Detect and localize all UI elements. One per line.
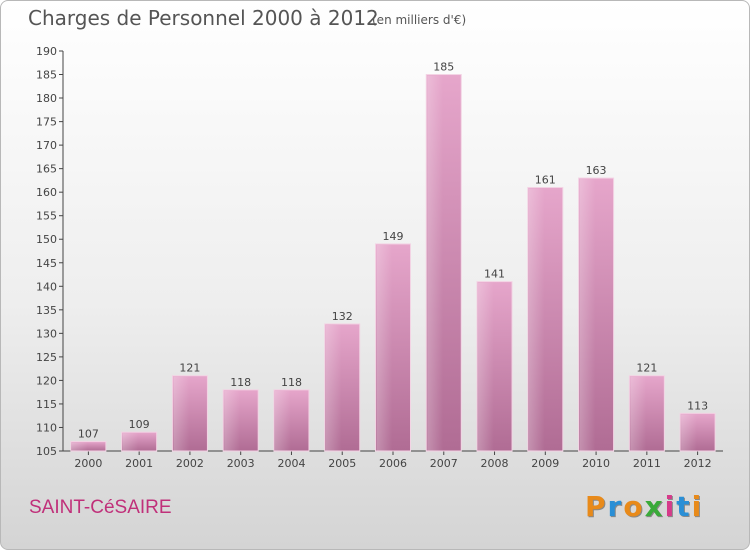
- value-label-2008: 141: [484, 268, 505, 281]
- y-tick-label: 105: [36, 445, 57, 458]
- value-label-2003: 118: [230, 376, 251, 389]
- y-tick-label: 145: [36, 257, 57, 270]
- bar-highlight-2009: [528, 188, 545, 451]
- logo-letter: t: [676, 490, 692, 523]
- x-axis: 2000 2001 2002 2003 2004 2005 2006 2007 2008 2009…: [63, 450, 723, 470]
- bar-highlight-2001: [122, 433, 139, 451]
- logo-letter: r: [607, 490, 624, 523]
- bar-highlight-2008: [478, 282, 494, 451]
- bar-highlight-2005: [325, 324, 342, 451]
- chart-title: Charges de Personnel 2000 à 2012: [28, 6, 379, 30]
- y-tick-label: 185: [36, 69, 57, 82]
- y-tick-label: 160: [36, 186, 57, 199]
- value-label-2010: 163: [586, 164, 607, 177]
- y-tick-label: 130: [36, 327, 57, 340]
- x-tick-label-2008: 2008: [481, 457, 509, 470]
- bar-highlight-2002: [173, 376, 190, 451]
- logo-letter: i: [664, 490, 677, 523]
- y-tick-label: 180: [36, 92, 57, 105]
- value-label-2006: 149: [383, 230, 404, 243]
- bar-highlight-2003: [224, 390, 240, 451]
- proxiti-logo: Proxiti: [585, 490, 703, 523]
- logo-letter: i: [691, 490, 704, 523]
- logo-letter: o: [623, 490, 645, 523]
- value-label-2004: 118: [281, 376, 302, 389]
- y-tick-label: 140: [36, 280, 57, 293]
- x-tick-label-2012: 2012: [684, 457, 712, 470]
- y-tick-label: 190: [36, 45, 57, 58]
- value-label-2007: 185: [433, 61, 454, 74]
- value-label-2011: 121: [636, 362, 657, 375]
- x-tick-label-2005: 2005: [328, 457, 356, 470]
- y-axis: 105 110 115 120 125 130 135 140 145 150 155 160 165 1…: [36, 45, 64, 458]
- y-tick-label: 175: [36, 116, 57, 129]
- x-tick-label-2006: 2006: [379, 457, 407, 470]
- y-tick-label: 120: [36, 374, 57, 387]
- y-tick-label: 115: [36, 398, 57, 411]
- value-label-2001: 109: [129, 418, 150, 431]
- x-tick-label-2002: 2002: [176, 457, 204, 470]
- bar-2000: [70, 441, 107, 452]
- bars: [70, 74, 716, 452]
- logo-letter: x: [644, 490, 665, 523]
- y-tick-label: 150: [36, 233, 57, 246]
- y-tick-label: 170: [36, 139, 57, 152]
- y-tick-label: 110: [36, 421, 57, 434]
- x-tick-label-2011: 2011: [633, 457, 661, 470]
- value-label-2000: 107: [78, 428, 99, 441]
- bar-highlight-2006: [376, 244, 393, 451]
- value-label-2005: 132: [332, 310, 353, 323]
- x-tick-label-2004: 2004: [277, 457, 305, 470]
- bar-highlight-2004: [274, 390, 291, 451]
- bar-highlight-2007: [427, 75, 444, 451]
- value-labels: 107 109 121 118 118 132 149 185 141 161 163 121 113: [78, 61, 708, 441]
- x-tick-label-2000: 2000: [74, 457, 102, 470]
- chart-subtitle: (en milliers d'€): [372, 13, 467, 27]
- value-label-2009: 161: [535, 173, 556, 186]
- bar-highlight-2012: [681, 414, 697, 451]
- logo-letter: P: [585, 490, 608, 523]
- x-tick-label-2003: 2003: [227, 457, 255, 470]
- bar-highlight-2000: [71, 442, 88, 451]
- y-tick-label: 135: [36, 304, 57, 317]
- x-tick-label-2010: 2010: [582, 457, 610, 470]
- value-label-2002: 121: [179, 362, 200, 375]
- commune-name: SAINT-CéSAIRE: [29, 497, 172, 518]
- value-label-2012: 113: [687, 399, 708, 412]
- y-tick-label: 155: [36, 210, 57, 223]
- x-tick-label-2009: 2009: [531, 457, 559, 470]
- y-tick-label: 125: [36, 351, 57, 364]
- x-tick-label-2001: 2001: [125, 457, 153, 470]
- y-tick-label: 165: [36, 163, 57, 176]
- bar-highlight-2010: [579, 179, 596, 451]
- x-tick-label-2007: 2007: [430, 457, 458, 470]
- bar-highlight-2011: [630, 376, 647, 451]
